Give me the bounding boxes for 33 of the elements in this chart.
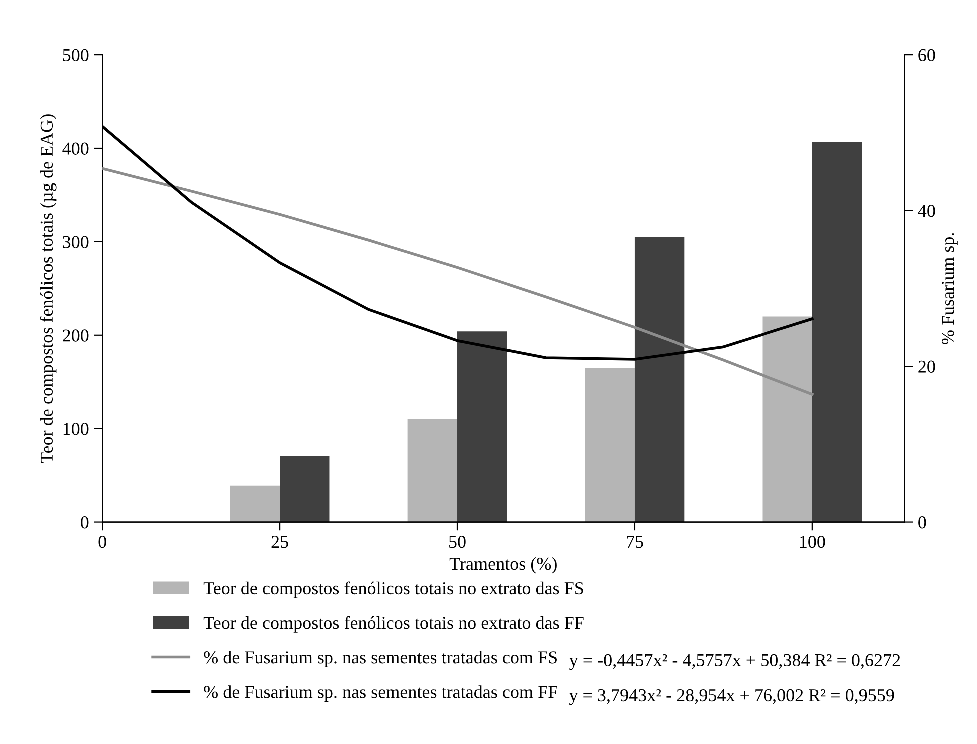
legend-label: Teor de compostos fenólicos totais no extrato das FS [204,582,584,598]
y2-tick-label: 20 [918,360,936,373]
y-tick-label: 400 [62,142,89,155]
legend-label: % de Fusarium sp. nas sementes tratadas com FS [204,651,557,668]
y-tick-label: 200 [63,330,89,342]
y2-tick-label: 40 [918,205,936,218]
x-axis-title: Tramentos (%) [450,557,557,574]
bar [585,368,635,522]
bar [280,456,330,522]
y2-tick-label: 60 [918,49,936,62]
y2-axis-title: % Fusarium sp. [942,233,958,344]
bar [762,316,812,522]
y-tick-label: 500 [63,49,89,62]
line-series [102,167,814,396]
y-tick-label: 300 [63,236,89,248]
bar [230,486,280,522]
x-tick-label: 25 [272,536,288,548]
bar [408,419,458,522]
y-tick-label: 0 [81,516,89,529]
legend-label: Teor de compostos fenólicos totais no extrato das FF [204,616,584,633]
y-axis-title: Teor de compostos fenólicos totais (µg de EAG) [40,114,57,464]
x-tick-label: 75 [627,536,644,548]
x-tick-label: 0 [98,536,106,548]
bar [634,237,685,522]
bar [458,332,508,522]
x-tick-label: 100 [800,536,826,548]
text: y = -0,4457x² - 4,5757x + 50,384 R² = 0,6272 [570,654,900,670]
legend-label: % de Fusarium sp. nas sementes tratadas com FF [204,686,558,702]
text: y = 3,7943x² - 28,954x + 76,002 R² = 0,9559 [569,689,894,706]
bar [812,142,862,522]
x-tick-label: 50 [450,536,466,548]
y2-tick-label: 0 [918,516,926,529]
y-tick-label: 100 [64,423,89,436]
